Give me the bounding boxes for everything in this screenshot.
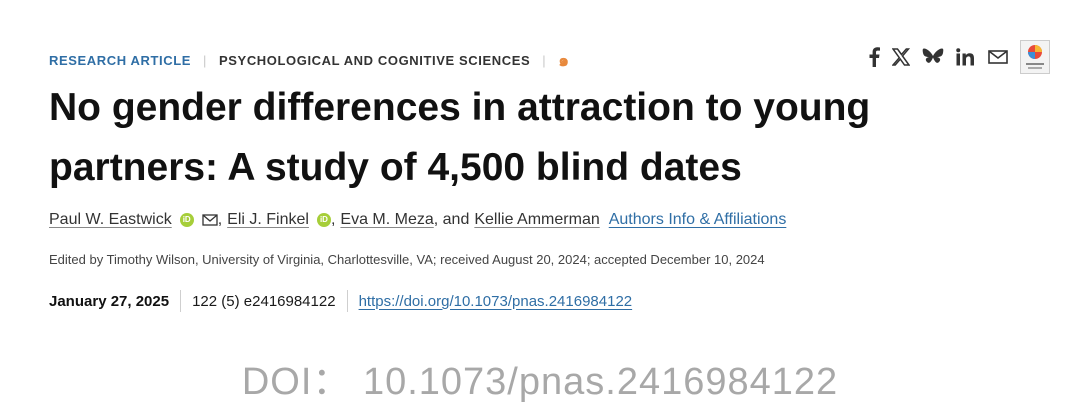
- doi-caption: DOI： 10.1073/pnas.2416984122: [241, 361, 839, 403]
- author-name[interactable]: Eva M. Meza: [340, 211, 434, 228]
- meta-divider: [180, 290, 182, 312]
- article-title: No gender differences in attraction to y…: [49, 86, 871, 189]
- open-access-icon: ๑: [558, 51, 570, 70]
- facebook-icon[interactable]: [868, 47, 880, 67]
- author-separator: , and: [433, 211, 470, 228]
- share-toolbar: [868, 40, 1050, 74]
- email-icon[interactable]: [988, 49, 1008, 65]
- category-research-article[interactable]: RESEARCH ARTICLE: [49, 53, 192, 68]
- doi-link[interactable]: https://doi.org/10.1073/pnas.2416984122: [358, 292, 633, 310]
- linkedin-icon[interactable]: [956, 48, 976, 66]
- check-for-updates-icon[interactable]: [1020, 40, 1050, 74]
- author-name[interactable]: Kellie Ammerman: [474, 211, 600, 228]
- orcid-icon[interactable]: iD: [179, 213, 194, 227]
- publication-date: January 27, 2025: [49, 292, 170, 310]
- x-icon[interactable]: [892, 48, 910, 66]
- category-divider: |: [542, 53, 547, 68]
- email-icon[interactable]: [202, 214, 218, 226]
- publication-meta: January 27, 2025 122 (5) e2416984122 htt…: [49, 290, 632, 312]
- editor-note: Edited by Timothy Wilson, University of …: [49, 252, 765, 267]
- category-divider: |: [203, 53, 207, 68]
- author-name[interactable]: Eli J. Finkel: [227, 211, 309, 228]
- citation-info: 122 (5) e2416984122: [192, 292, 336, 310]
- author-list: Paul W. Eastwick iD , Eli J. Finkel iD ,…: [49, 211, 786, 229]
- authors-info-affiliations-link[interactable]: Authors Info & Affiliations: [608, 211, 787, 228]
- meta-divider: [346, 290, 348, 312]
- bluesky-icon[interactable]: [922, 48, 944, 66]
- category-bar: RESEARCH ARTICLE | PSYCHOLOGICAL AND COG…: [49, 47, 570, 74]
- orcid-icon[interactable]: iD: [316, 213, 331, 227]
- author-separator: ,: [217, 211, 223, 228]
- author-separator: ,: [330, 211, 336, 228]
- author-name[interactable]: Paul W. Eastwick: [49, 211, 172, 228]
- category-psychological-sciences[interactable]: PSYCHOLOGICAL AND COGNITIVE SCIENCES: [219, 53, 531, 68]
